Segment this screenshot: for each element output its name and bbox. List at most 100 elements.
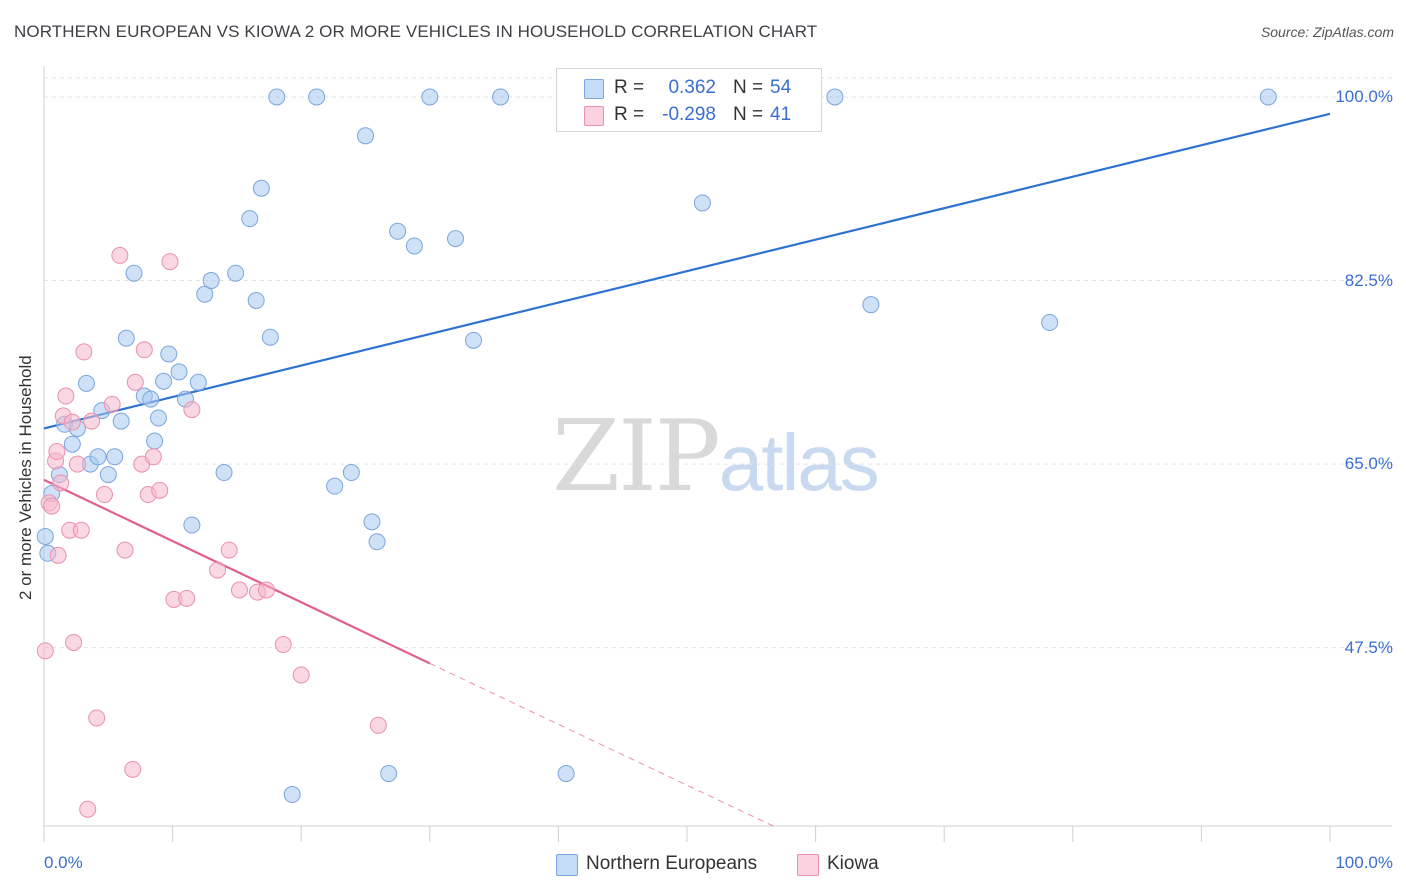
northern-europeans-point <box>247 291 265 309</box>
kiowa-point <box>116 541 134 559</box>
kiowa-point <box>48 443 66 461</box>
northern-europeans-point <box>196 285 214 303</box>
kiowa-point <box>63 413 81 431</box>
legend-label: Kiowa <box>827 853 879 874</box>
kiowa-point <box>274 636 292 654</box>
northern-europeans-point <box>77 374 95 392</box>
northern-europeans-point <box>117 329 135 347</box>
northern-europeans-point <box>326 477 344 495</box>
legend-swatch-pink <box>797 854 819 876</box>
n-value: 54 <box>770 77 792 98</box>
northern-europeans-point <box>357 127 374 145</box>
legend-swatch-blue <box>584 79 604 99</box>
northern-europeans-point <box>183 516 201 534</box>
kiowa-point <box>103 395 121 413</box>
kiowa-point <box>144 448 162 466</box>
kiowa-point <box>75 343 93 361</box>
x-tick-label-min: 0.0% <box>44 853 83 872</box>
kiowa-point <box>183 401 201 419</box>
northern-europeans-point <box>99 466 117 484</box>
y-tick-label: 82.5% <box>1344 270 1393 290</box>
kiowa-point <box>36 642 54 660</box>
r-label: R = <box>614 104 645 125</box>
northern-europeans-point <box>170 363 188 381</box>
northern-europeans-point <box>215 464 233 482</box>
northern-europeans-point <box>155 372 173 390</box>
y-tick-label: 100.0% <box>1335 87 1393 106</box>
northern-europeans-point <box>1041 314 1059 332</box>
axes <box>43 66 1392 842</box>
kiowa-point <box>65 633 83 651</box>
n-label: N = <box>733 104 764 125</box>
chart-title: NORTHERN EUROPEAN VS KIOWA 2 OR MORE VEH… <box>14 22 818 41</box>
r-value: 0.362 <box>668 77 716 98</box>
trend-line-kiowa <box>43 478 431 665</box>
northern-europeans-point <box>125 264 143 282</box>
r-value: -0.298 <box>662 104 716 125</box>
northern-europeans-point <box>1259 88 1277 106</box>
northern-europeans-point <box>241 210 259 228</box>
legend-swatch-pink <box>584 106 604 126</box>
series-legend: Northern Europeans Kiowa <box>0 852 1406 878</box>
kiowa-point <box>209 561 227 579</box>
northern-europeans-point <box>189 373 207 391</box>
n-value: 41 <box>770 104 792 125</box>
kiowa-point <box>72 521 90 539</box>
kiowa-point <box>135 341 153 359</box>
northern-europeans-point <box>252 179 270 197</box>
kiowa-point <box>124 760 142 778</box>
northern-europeans-point <box>389 222 407 240</box>
kiowa-point <box>111 246 129 264</box>
northern-europeans-point <box>492 88 510 106</box>
source-credit: Source: ZipAtlas.com <box>1260 24 1394 40</box>
kiowa-point <box>220 541 238 559</box>
kiowa-point <box>49 546 67 564</box>
northern-europeans-point <box>202 272 220 290</box>
northern-europeans-point <box>106 448 124 466</box>
legend-row-kiowa: R = -0.298 N = 41 <box>557 102 821 128</box>
northern-europeans-point <box>862 296 880 314</box>
northern-europeans-point <box>89 448 107 466</box>
n-label: N = <box>733 77 764 98</box>
trend-lines <box>43 112 1331 827</box>
kiowa-point <box>151 481 169 499</box>
kiowa-point <box>43 497 61 515</box>
northern-europeans-point <box>36 527 54 545</box>
y-tick-label: 65.0% <box>1344 454 1393 474</box>
kiowa-point <box>257 581 275 599</box>
northern-europeans-point <box>146 432 164 450</box>
trend-line-northern-europeans <box>43 112 1331 430</box>
northern-europeans-point <box>363 513 381 531</box>
kiowa-point <box>68 455 86 473</box>
watermark-atlas: atlas <box>718 418 880 507</box>
kiowa-point <box>95 486 113 504</box>
gridlines <box>44 77 1392 649</box>
northern-europeans-point <box>368 533 386 551</box>
kiowa-point <box>369 716 387 734</box>
northern-europeans-point <box>261 328 279 346</box>
kiowa-point <box>88 709 106 727</box>
legend-label: Northern Europeans <box>586 853 758 874</box>
legend-swatch-blue <box>556 854 578 876</box>
northern-europeans-point <box>160 345 178 363</box>
northern-europeans-point <box>557 765 575 783</box>
northern-europeans-point <box>447 230 465 248</box>
kiowa-point <box>292 666 310 684</box>
trend-line-extrapolated <box>429 662 774 827</box>
legend-row-northern-europeans: R = 0.362 N = 54 <box>557 75 821 101</box>
northern-europeans-point <box>421 88 439 106</box>
watermark-zip: ZIP <box>552 400 721 514</box>
northern-europeans-point <box>826 88 844 106</box>
x-tick-label-max: 100.0% <box>1335 853 1393 872</box>
watermark: ZIPatlas <box>552 400 880 514</box>
northern-europeans-point <box>112 412 130 430</box>
kiowa-point <box>79 800 97 818</box>
northern-europeans-point <box>693 194 711 212</box>
data-points <box>36 88 1277 818</box>
y-axis-label: 2 or more Vehicles in Household <box>16 355 35 600</box>
northern-europeans-point <box>308 88 326 106</box>
northern-europeans-point <box>149 409 167 427</box>
kiowa-point <box>52 474 70 492</box>
northern-europeans-point <box>380 765 398 783</box>
